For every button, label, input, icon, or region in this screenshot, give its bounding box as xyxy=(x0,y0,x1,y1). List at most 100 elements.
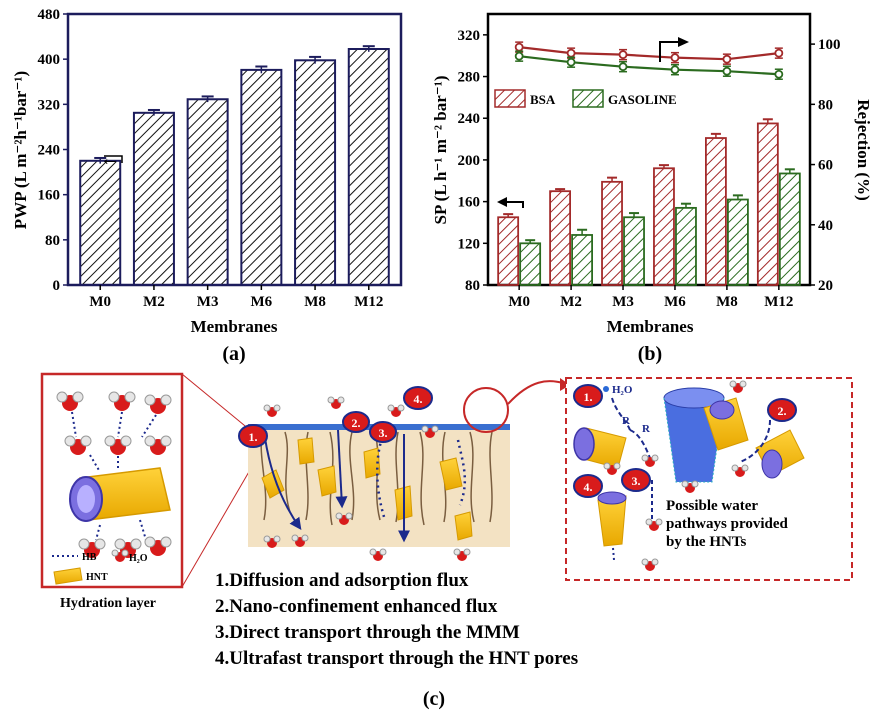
inset-marker-3: 3. xyxy=(621,468,651,492)
rejection-point xyxy=(774,69,784,79)
chart-a-left-arrow xyxy=(104,155,123,163)
bar xyxy=(240,68,283,286)
panel-b-label: (b) xyxy=(638,343,662,365)
x-tick-label: M8 xyxy=(716,294,738,310)
x-tick-label: M0 xyxy=(89,294,111,310)
possible-pathways-line-1: Possible water xyxy=(666,498,758,514)
membrane-cross-section: 1. 2. 3. 4. xyxy=(238,378,570,561)
svg-text:1.: 1. xyxy=(584,390,593,404)
schematic: HB H₂O HNT Hydration layer xyxy=(40,372,853,710)
hb-legend-label: HB xyxy=(82,552,97,563)
svg-text:3.: 3. xyxy=(632,474,641,488)
bar-bsa xyxy=(497,216,520,286)
chart-a-bars xyxy=(79,45,390,287)
rejection-point xyxy=(566,48,576,58)
x-tick-label: M12 xyxy=(354,294,383,310)
y-tick-label: 0 xyxy=(53,278,61,294)
water-molecule xyxy=(729,380,747,393)
inset-marker-2: 2. xyxy=(767,398,797,422)
chart-a-x-axis-label: Membranes xyxy=(191,317,278,336)
possible-pathways-line-2: pathways provided xyxy=(666,516,788,532)
x-tick-label: M6 xyxy=(251,294,273,310)
water-molecule xyxy=(645,518,663,531)
bar-gasoline xyxy=(778,172,801,286)
transport-list-item: 4.Ultrafast transport through the HNT po… xyxy=(215,648,578,669)
chart-b-y-ticks: 80 120 160 200 240 280 320 xyxy=(458,28,488,294)
y-tick-label: 320 xyxy=(458,28,481,44)
water-molecule xyxy=(421,425,439,438)
hydration-layer-label: Hydration layer xyxy=(60,596,156,611)
y-tick-label: 160 xyxy=(458,195,481,211)
chart-b-x-ticks: M0 M2 M3 M6 M8 M12 xyxy=(508,285,793,310)
y-tick-label: 280 xyxy=(458,70,481,86)
water-molecule xyxy=(641,558,659,571)
hnt-legend-label: HNT xyxy=(86,572,108,583)
legend-swatch-bsa xyxy=(494,89,526,108)
water-molecule xyxy=(641,454,659,467)
x-tick-label: M2 xyxy=(560,294,582,310)
legend-swatch-gasoline xyxy=(572,89,604,108)
hydration-illustration xyxy=(56,391,172,558)
y-tick-label: 480 xyxy=(38,7,61,23)
marker-4: 4. xyxy=(403,386,433,410)
h2o-legend-label: H₂O xyxy=(129,553,148,564)
water-molecule xyxy=(327,396,345,409)
water-molecule xyxy=(263,535,281,548)
water-molecule xyxy=(335,512,353,525)
rejection-point xyxy=(722,66,732,76)
bar-bsa xyxy=(756,122,779,286)
y-tick-label: 80 xyxy=(45,233,60,249)
inset-marker-4: 4. xyxy=(573,474,603,498)
transport-list-item: 2.Nano-confinement enhanced flux xyxy=(215,596,498,617)
bar xyxy=(347,48,390,286)
transport-list: 1.Diffusion and adsorption flux 2.Nano-c… xyxy=(215,570,578,669)
chart-b-rejection-lines xyxy=(514,41,784,80)
bar-bsa xyxy=(653,167,675,286)
svg-text:3.: 3. xyxy=(379,426,388,440)
water-molecule xyxy=(144,536,172,556)
bar-gasoline xyxy=(727,198,749,286)
transport-list-item: 3.Direct transport through the MMM xyxy=(215,622,520,643)
bar-bsa xyxy=(705,137,727,286)
water-molecule xyxy=(681,480,699,493)
x-tick-label: M12 xyxy=(764,294,793,310)
marker-2: 2. xyxy=(342,411,370,433)
svg-text:4.: 4. xyxy=(414,392,423,406)
bar-bsa xyxy=(601,180,623,286)
bar xyxy=(132,111,175,287)
inset-r-label-2: R xyxy=(642,423,651,435)
y-tick-label: 240 xyxy=(38,143,61,159)
inset-r-label-1: R xyxy=(622,415,631,427)
rejection-point xyxy=(722,54,732,64)
chart-a-annotation-arrow: ← xyxy=(100,148,120,170)
svg-text:2.: 2. xyxy=(778,404,787,418)
y-tick-label: 80 xyxy=(465,278,480,294)
zoom-circle xyxy=(463,387,509,433)
chart-b-legend: BSA GASOLINE xyxy=(494,89,677,108)
inset-marker-1: 1. xyxy=(573,384,603,408)
bar-gasoline xyxy=(675,206,697,286)
bar-gasoline xyxy=(571,234,593,286)
chart-b-x-axis-label: Membranes xyxy=(607,317,694,336)
bar-gasoline xyxy=(623,216,645,286)
x-tick-label: M3 xyxy=(612,294,634,310)
y2-tick-label: 100 xyxy=(818,37,841,53)
chart-a-x-ticks: M0 M2 M3 M6 M8 M12 xyxy=(89,285,383,310)
rejection-point xyxy=(670,53,680,63)
x-tick-label: M6 xyxy=(664,294,686,310)
water-molecule xyxy=(64,435,92,455)
x-tick-label: M3 xyxy=(197,294,219,310)
possible-pathways-line-3: by the HNTs xyxy=(666,534,746,550)
panel-c-label: (c) xyxy=(423,688,445,710)
chart-b-y2-axis-label: Rejection (%) xyxy=(854,99,870,201)
x-tick-label: M2 xyxy=(143,294,165,310)
marker-1: 1. xyxy=(238,424,268,448)
y-tick-label: 320 xyxy=(38,97,61,113)
bar-gasoline xyxy=(519,242,542,286)
bar xyxy=(186,98,229,286)
water-molecule xyxy=(144,435,172,455)
transport-list-item: 1.Diffusion and adsorption flux xyxy=(215,570,469,591)
bar-bsa xyxy=(549,190,571,286)
